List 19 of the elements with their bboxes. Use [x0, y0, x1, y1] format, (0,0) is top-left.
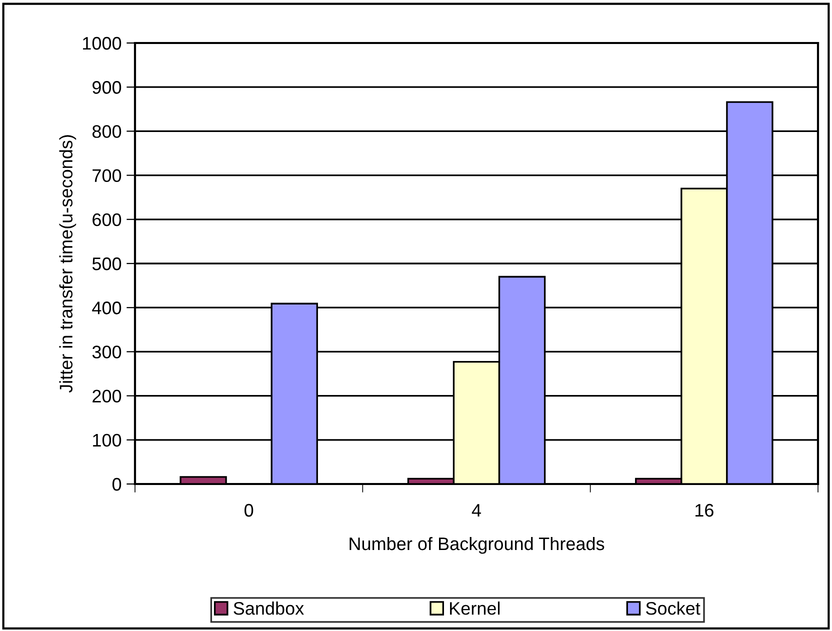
y-tick-label: 1000: [83, 36, 122, 50]
legend-label: Kernel: [450, 602, 500, 615]
y-tick-label: 300: [92, 346, 122, 358]
y-tick-label: 200: [92, 390, 122, 403]
y-tick-label: 700: [92, 169, 122, 182]
y-tick-label: 400: [92, 302, 122, 314]
y-tick-label: 500: [92, 257, 122, 270]
y-tick-label: 900: [92, 81, 122, 94]
x-tick-label: 4: [472, 504, 481, 517]
y-tick-label: 100: [93, 434, 122, 447]
y-tick-label: 0: [112, 478, 122, 491]
y-tick-label: 800: [92, 125, 122, 138]
x-axis-title: Number of Background Threads: [350, 536, 604, 554]
x-tick-label: 16: [696, 504, 714, 517]
x-tick-label: 0: [244, 504, 254, 517]
y-axis-title: Jitter in transfer time(u-seconds): [59, 135, 76, 393]
y-tick-label: 600: [92, 213, 122, 226]
legend-label: Sandbox: [234, 602, 304, 615]
legend-label: Socket: [646, 602, 700, 615]
